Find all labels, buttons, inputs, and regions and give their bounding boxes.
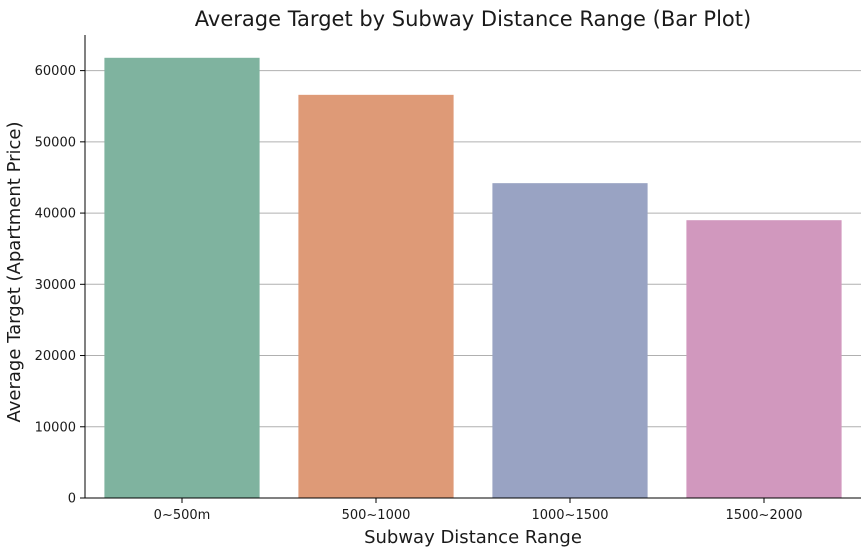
- x-tick-label: 1000~1500: [531, 508, 608, 523]
- chart-title: Average Target by Subway Distance Range …: [195, 7, 751, 31]
- axes: [84, 35, 861, 499]
- x-tick-label: 1500~2000: [725, 508, 802, 523]
- bar: [298, 94, 454, 498]
- y-tick-label: 0: [68, 492, 76, 507]
- x-axis-ticks: 0~500m 500~1000 1000~1500 1500~2000: [154, 498, 803, 523]
- y-axis-label: Average Target (Apartment Price): [4, 121, 25, 422]
- bars: [104, 57, 842, 498]
- y-tick-label: 60000: [35, 64, 76, 79]
- x-axis-label: Subway Distance Range: [364, 527, 582, 548]
- y-tick-label: 30000: [35, 278, 76, 293]
- y-tick-label: 10000: [35, 420, 76, 435]
- bar: [104, 57, 260, 498]
- bar: [686, 220, 842, 498]
- bar: [492, 183, 648, 498]
- x-tick-label: 0~500m: [154, 508, 211, 523]
- y-axis-ticks: 0 10000 20000 30000 40000 50000 60000: [35, 64, 85, 507]
- x-tick-label: 500~1000: [342, 508, 411, 523]
- y-tick-label: 40000: [35, 207, 76, 222]
- y-tick-label: 50000: [35, 135, 76, 150]
- y-tick-label: 20000: [35, 349, 76, 364]
